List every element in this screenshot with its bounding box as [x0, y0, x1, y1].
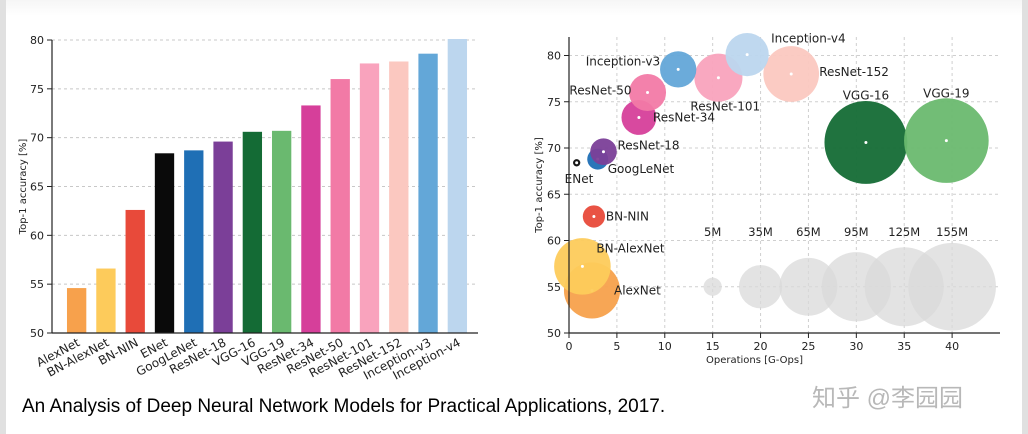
bar-vgg-16: [242, 131, 263, 333]
size-legend-label-35m: 35M: [748, 225, 773, 239]
bubble-label-googlenet: GoogLeNet: [608, 162, 675, 176]
bubble-label-resnet-101: ResNet-101: [690, 100, 760, 114]
y-axis-label: Top-1 accuracy [%]: [18, 139, 29, 236]
bubble-center-resnet-50: [646, 91, 650, 94]
bubble-label-alexnet: AlexNet: [614, 283, 661, 297]
y-tick-label: 80: [30, 34, 44, 47]
bar-inception-v3: [418, 53, 438, 333]
figure-caption: An Analysis of Deep Neural Network Model…: [22, 396, 666, 417]
bar-resnet-101: [359, 63, 380, 333]
bar-vgg-19: [271, 130, 292, 333]
bubble-center-enet: [575, 161, 579, 165]
x-tick-label: 10: [658, 340, 672, 353]
bubble-center-bn-nin: [592, 214, 596, 218]
bubble-center-resnet-152: [789, 72, 793, 76]
bar-googlenet: [184, 150, 204, 333]
bubble-center-bn-alexnet: [580, 264, 584, 268]
bubble-label-resnet-50: ResNet-50: [569, 84, 631, 98]
bar-bn-alexnet: [96, 268, 116, 333]
left-frame-edge: [0, 0, 6, 434]
x-tick-label: 35: [897, 340, 911, 353]
bar-chart: 50556065707580AlexNetBN-AlexNetBN-NINENe…: [18, 34, 478, 380]
bubble-center-vgg-16: [864, 140, 868, 144]
bar-bn-nin: [125, 209, 145, 333]
watermark: 知乎 @李园园: [812, 385, 964, 412]
size-legend-label-95m: 95M: [844, 225, 869, 239]
x-tick-label: 5: [613, 340, 620, 353]
y-tick-label: 50: [547, 327, 561, 340]
bubble-center-inception-v3: [676, 67, 680, 71]
size-legend-bubble-35m: [738, 265, 783, 309]
size-legend-bubble-65m: [779, 257, 838, 316]
bar-resnet-152: [389, 61, 409, 334]
bubble-chart: 50 55 60 65 70 75 80 0 5 10 15 20 25 30 35 40 5M 35M 65M 95…: [534, 32, 1000, 366]
bubble-label-resnet-34: ResNet-34: [653, 110, 715, 124]
bar-resnet-18: [213, 141, 233, 333]
size-legend-label-65m: 65M: [796, 225, 821, 239]
bar-resnet-34: [301, 105, 321, 333]
y-tick-label: 55: [547, 281, 561, 294]
bubble-label-bn-alexnet: BN-AlexNet: [596, 241, 664, 255]
y-tick-label: 50: [30, 327, 44, 340]
y-tick-label: 65: [30, 181, 44, 194]
bubble-label-inception-v4: Inception-v4: [771, 32, 845, 46]
x-tick-label: 0: [566, 340, 573, 353]
bar-resnet-50: [330, 79, 350, 333]
y-tick-label: 75: [30, 83, 44, 96]
size-legend-bubble-5m: [703, 277, 722, 296]
y-tick-label: 75: [547, 96, 561, 109]
bubble-center-resnet-101: [716, 76, 720, 80]
bubble-center-vgg-19: [944, 139, 948, 143]
bubble-label-vgg-16: VGG-16: [843, 88, 889, 102]
bubble-label-inception-v3: Inception-v3: [586, 54, 660, 68]
bubble-label-resnet-152: ResNet-152: [819, 65, 889, 79]
x-tick-label: 40: [945, 340, 959, 353]
x-tick-label: 20: [754, 340, 768, 353]
y-tick-label: 60: [30, 229, 44, 242]
bubble-center-inception-v4: [745, 53, 749, 57]
bubble-label-bn-nin: BN-NIN: [606, 209, 649, 223]
bar-enet: [154, 153, 175, 333]
x-tick-label: 25: [801, 340, 815, 353]
bubble-center-resnet-34: [637, 115, 641, 119]
y-tick-label: 70: [547, 142, 561, 155]
size-legend-label-5m: 5M: [704, 225, 721, 239]
y-tick-label: 60: [547, 235, 561, 248]
y-axis-label: Top-1 accuracy [%]: [534, 137, 545, 234]
x-tick-label: 30: [849, 340, 863, 353]
x-tick-label: 15: [706, 340, 720, 353]
y-tick-label: 55: [30, 278, 44, 291]
size-legend-bubble-155m: [908, 242, 996, 331]
bar-inception-v4: [447, 39, 468, 333]
y-tick-label: 65: [547, 188, 561, 201]
bubble-center-resnet-18: [601, 150, 605, 154]
bubble-label-enet: ENet: [565, 172, 594, 186]
right-frame-edge: [1022, 0, 1028, 434]
x-axis-label: Operations [G-Ops]: [706, 355, 803, 366]
bubble-label-resnet-18: ResNet-18: [617, 139, 679, 153]
size-legend-label-125m: 125M: [888, 225, 920, 239]
y-tick-label: 80: [547, 50, 561, 63]
bubble-label-vgg-19: VGG-19: [923, 87, 969, 101]
bar-alexnet: [66, 288, 87, 333]
y-tick-label: 70: [30, 132, 44, 145]
size-legend-label-155m: 155M: [936, 225, 968, 239]
